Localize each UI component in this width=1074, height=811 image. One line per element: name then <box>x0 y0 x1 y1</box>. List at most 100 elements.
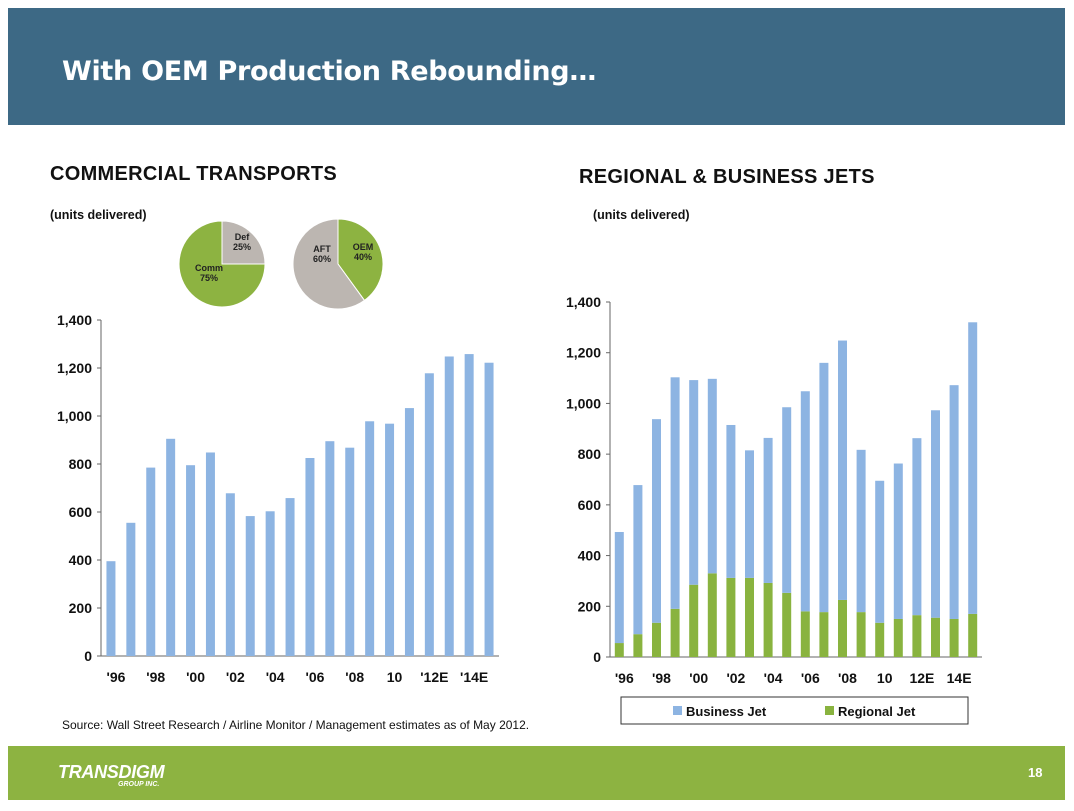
pie-def-comm-slice-def <box>221 220 266 265</box>
regional-bar-regional-jet <box>763 582 773 657</box>
pie-def-comm-pct-def: 25% <box>233 242 251 252</box>
regional-bar-business-jet <box>670 377 680 609</box>
pie-oem-aft-slice-oem <box>337 218 384 302</box>
commercial-x-tick-label: '02 <box>226 669 245 685</box>
regional-bar-business-jet <box>931 410 940 618</box>
pie-def-comm-slice-comm <box>178 220 266 308</box>
regional-bar-regional-jet <box>931 617 940 657</box>
commercial-bar <box>285 498 295 656</box>
commercial-y-tick-label: 1,000 <box>57 408 92 424</box>
commercial-bar <box>444 356 454 656</box>
legend-label-business-jet: Business Jet <box>686 704 767 719</box>
commercial-bar <box>186 465 196 656</box>
regional-x-tick-label: '02 <box>726 670 745 686</box>
regional-bar-regional-jet <box>782 592 792 657</box>
regional-section-title: REGIONAL & BUSINESS JETS <box>579 166 875 188</box>
slide-title: With OEM Production Rebounding… <box>62 56 597 87</box>
regional-bar-business-jet <box>652 419 661 623</box>
regional-bar-regional-jet <box>726 577 736 657</box>
legend-swatch-business-jet <box>673 706 682 715</box>
pie-oem-aft-pct-aft: 60% <box>313 254 331 264</box>
regional-bar-regional-jet <box>912 615 922 657</box>
regional-x-tick-label: '00 <box>689 670 708 686</box>
commercial-bar <box>424 373 434 656</box>
regional-x-tick-label: '08 <box>838 670 857 686</box>
commercial-x-tick-label: '08 <box>345 669 364 685</box>
regional-bar-regional-jet <box>689 584 699 657</box>
regional-bar-regional-jet <box>800 611 810 657</box>
commercial-bar <box>126 522 136 656</box>
commercial-bar <box>106 561 116 656</box>
regional-x-tick-label: 10 <box>877 670 893 686</box>
regional-y-tick-label: 800 <box>578 446 602 462</box>
regional-y-tick-label: 1,000 <box>566 395 601 411</box>
regional-bar-regional-jet <box>633 634 643 657</box>
regional-units-label: (units delivered) <box>593 208 690 222</box>
regional-x-tick-label: 14E <box>947 670 972 686</box>
commercial-bar <box>146 467 156 656</box>
commercial-y-tick-label: 600 <box>69 504 93 520</box>
regional-bar-business-jet <box>856 449 866 613</box>
regional-bar-business-jet <box>893 463 903 619</box>
regional-bar-business-jet <box>912 438 922 616</box>
pie-def-comm-label-comm: Comm <box>195 263 223 273</box>
commercial-x-tick-label: '06 <box>305 669 324 685</box>
regional-x-tick-label: '96 <box>615 670 634 686</box>
commercial-bar <box>404 408 414 656</box>
regional-x-tick-label: '98 <box>652 670 671 686</box>
commercial-bar <box>345 447 355 656</box>
regional-y-tick-label: 1,400 <box>566 294 601 310</box>
commercial-bar <box>225 493 235 656</box>
regional-bar-regional-jet <box>856 612 866 657</box>
commercial-x-tick-label: 10 <box>387 669 403 685</box>
pie-def-comm-label-def: Def <box>235 232 251 242</box>
footer-bar <box>8 746 1065 800</box>
regional-bar-business-jet <box>614 531 624 644</box>
regional-x-tick-label: 12E <box>909 670 934 686</box>
regional-y-tick-label: 0 <box>593 649 601 665</box>
commercial-x-tick-label: '00 <box>186 669 205 685</box>
commercial-x-tick-label: '98 <box>146 669 165 685</box>
regional-x-tick-label: '04 <box>764 670 783 686</box>
regional-bar-regional-jet <box>819 612 829 657</box>
legend-label-regional-jet: Regional Jet <box>838 704 916 719</box>
regional-bar-business-jet <box>782 407 792 593</box>
commercial-section-title: COMMERCIAL TRANSPORTS <box>50 163 338 185</box>
commercial-bar <box>464 354 474 656</box>
regional-bar-business-jet <box>763 437 773 583</box>
regional-bar-business-jet <box>800 391 810 612</box>
legend-swatch-regional-jet <box>825 706 834 715</box>
transdigm-logo: TRANSDIGM <box>58 762 165 782</box>
regional-bar-business-jet <box>745 450 754 578</box>
regional-y-tick-label: 600 <box>578 497 602 513</box>
regional-bar-regional-jet <box>745 577 754 657</box>
commercial-y-tick-label: 1,200 <box>57 360 92 376</box>
transdigm-logo-subtitle: GROUP INC. <box>118 781 160 788</box>
regional-bar-regional-jet <box>652 622 661 657</box>
title-banner <box>8 8 1065 125</box>
regional-bar-business-jet <box>949 385 959 619</box>
regional-bar-regional-jet <box>968 613 978 657</box>
page-number: 18 <box>1028 765 1043 780</box>
regional-bar-regional-jet <box>707 573 717 657</box>
commercial-y-tick-label: 0 <box>84 648 92 664</box>
commercial-x-tick-label: '96 <box>106 669 125 685</box>
pie-def-comm-pct-comm: 75% <box>200 273 218 283</box>
pie-oem-aft-slice-aft <box>292 218 366 310</box>
commercial-x-tick-label: '14E <box>460 669 488 685</box>
commercial-bar <box>305 458 315 656</box>
regional-bar-business-jet <box>968 322 978 614</box>
regional-x-tick-label: '06 <box>801 670 820 686</box>
commercial-bar <box>166 438 176 656</box>
regional-bar-business-jet <box>819 362 829 613</box>
regional-bar-regional-jet <box>875 622 885 657</box>
regional-bar-regional-jet <box>670 608 680 657</box>
commercial-y-tick-label: 1,400 <box>57 312 92 328</box>
regional-bar-business-jet <box>707 378 717 574</box>
regional-y-tick-label: 400 <box>578 548 602 564</box>
regional-bar-business-jet <box>689 380 699 585</box>
pie-oem-aft-pct-oem: 40% <box>354 252 372 262</box>
regional-bar-regional-jet <box>614 643 624 657</box>
commercial-x-tick-label: '04 <box>266 669 285 685</box>
regional-y-tick-label: 200 <box>578 598 602 614</box>
